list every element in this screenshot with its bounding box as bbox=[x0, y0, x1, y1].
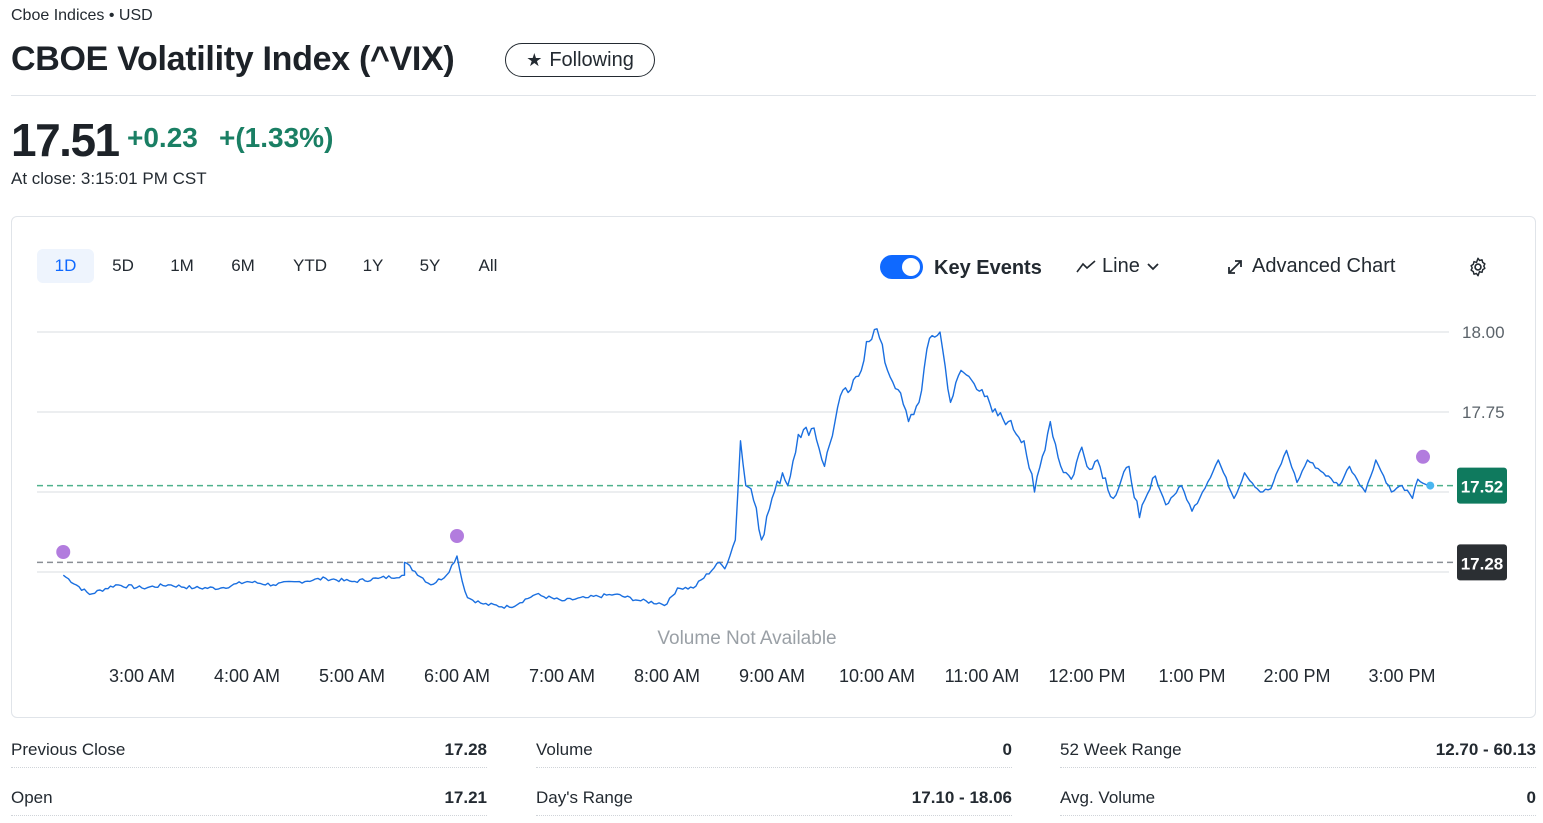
y-tick-label: 18.00 bbox=[1462, 323, 1505, 342]
x-tick-label: 3:00 AM bbox=[109, 666, 175, 686]
x-tick-label: 3:00 PM bbox=[1368, 666, 1435, 686]
x-tick-label: 12:00 PM bbox=[1048, 666, 1125, 686]
exchange-label: Cboe Indices • USD bbox=[11, 7, 153, 24]
tab-6m[interactable]: 6M bbox=[231, 256, 255, 275]
x-tick-label: 4:00 AM bbox=[214, 666, 280, 686]
close-time: At close: 3:15:01 PM CST bbox=[11, 169, 207, 188]
stat-label: 52 Week Range bbox=[1060, 740, 1182, 759]
stat-value: 17.28 bbox=[444, 740, 487, 759]
chart-type-select[interactable]: Line bbox=[1076, 255, 1160, 278]
following-button[interactable]: ★ Following bbox=[505, 43, 655, 77]
tab-5y[interactable]: 5Y bbox=[419, 256, 441, 275]
previous-close-tag-label: 17.28 bbox=[1461, 554, 1504, 573]
stat-value: 0 bbox=[1002, 740, 1012, 759]
x-tick-label: 2:00 PM bbox=[1263, 666, 1330, 686]
stat-open: Open 17.21 bbox=[11, 776, 487, 816]
tab-all[interactable]: All bbox=[478, 256, 498, 275]
x-tick-label: 9:00 AM bbox=[739, 666, 805, 686]
key-event-marker bbox=[1416, 449, 1430, 464]
tab-1y[interactable]: 1Y bbox=[362, 256, 384, 275]
line-chart-icon bbox=[1076, 259, 1096, 274]
stat-avg-volume: Avg. Volume 0 bbox=[1060, 776, 1536, 816]
stat-label: Day's Range bbox=[536, 788, 633, 807]
x-tick-label: 10:00 AM bbox=[839, 666, 915, 686]
page-title: CBOE Volatility Index (^VIX) bbox=[11, 40, 455, 78]
x-tick-label: 7:00 AM bbox=[529, 666, 595, 686]
x-tick-label: 11:00 AM bbox=[945, 666, 1020, 686]
stat-value: 0 bbox=[1526, 788, 1536, 807]
current-price-tag-label: 17.52 bbox=[1461, 478, 1504, 497]
price-change-percent: +(1.33%) bbox=[219, 122, 334, 153]
price-series-line bbox=[62, 328, 1429, 609]
stat-label: Open bbox=[11, 788, 53, 807]
header-divider bbox=[11, 95, 1536, 96]
stat-label: Previous Close bbox=[11, 740, 126, 759]
key-event-marker bbox=[56, 545, 71, 559]
chart-card: 1D 5D 1M 6M YTD 1Y 5Y All Key Events Lin… bbox=[11, 216, 1536, 718]
x-tick-label: 5:00 AM bbox=[319, 666, 385, 686]
toggle-knob bbox=[902, 258, 920, 276]
stat-volume: Volume 0 bbox=[536, 728, 1012, 768]
current-price-tag bbox=[1457, 467, 1507, 504]
volume-note: Volume Not Available bbox=[657, 628, 836, 649]
stat-days-range: Day's Range 17.10 - 18.06 bbox=[536, 776, 1012, 816]
stat-label: Avg. Volume bbox=[1060, 788, 1156, 807]
key-event-marker bbox=[450, 529, 464, 543]
chevron-down-icon bbox=[1146, 262, 1160, 272]
tab-5d[interactable]: 5D bbox=[112, 256, 134, 275]
key-events-toggle[interactable] bbox=[880, 255, 923, 279]
range-tabs: 1D 5D 1M 6M YTD 1Y 5Y All bbox=[37, 249, 516, 283]
stat-previous-close: Previous Close 17.28 bbox=[11, 728, 487, 768]
last-price-dot bbox=[1426, 481, 1435, 490]
tab-ytd[interactable]: YTD bbox=[293, 256, 327, 275]
y-tick-label: 17.75 bbox=[1462, 403, 1505, 422]
star-icon: ★ bbox=[526, 49, 543, 70]
expand-icon bbox=[1226, 258, 1244, 276]
stat-value: 12.70 - 60.13 bbox=[1435, 740, 1536, 759]
stat-52-week-range: 52 Week Range 12.70 - 60.13 bbox=[1060, 728, 1536, 768]
advanced-chart-label: Advanced Chart bbox=[1252, 255, 1396, 277]
chart-type-label: Line bbox=[1102, 255, 1140, 277]
following-label: Following bbox=[549, 48, 634, 71]
gear-icon[interactable] bbox=[1467, 256, 1489, 284]
price-chart[interactable]: 18.00 17.75 17.52 17.28 Volume Not Available… bbox=[12, 217, 1535, 717]
x-tick-label: 8:00 AM bbox=[634, 666, 700, 686]
tab-1m[interactable]: 1M bbox=[170, 256, 194, 275]
price-change: +0.23 bbox=[127, 122, 198, 153]
price-value: 17.51 bbox=[11, 114, 120, 166]
key-events-label: Key Events bbox=[934, 257, 1042, 279]
x-tick-label: 1:00 PM bbox=[1158, 666, 1225, 686]
stat-value: 17.21 bbox=[444, 788, 487, 807]
previous-close-tag bbox=[1457, 544, 1507, 581]
stat-value: 17.10 - 18.06 bbox=[911, 788, 1012, 807]
tab-1d[interactable]: 1D bbox=[37, 249, 94, 283]
advanced-chart-button[interactable]: Advanced Chart bbox=[1226, 255, 1395, 278]
x-tick-label: 6:00 AM bbox=[424, 666, 490, 686]
stat-label: Volume bbox=[536, 740, 593, 759]
